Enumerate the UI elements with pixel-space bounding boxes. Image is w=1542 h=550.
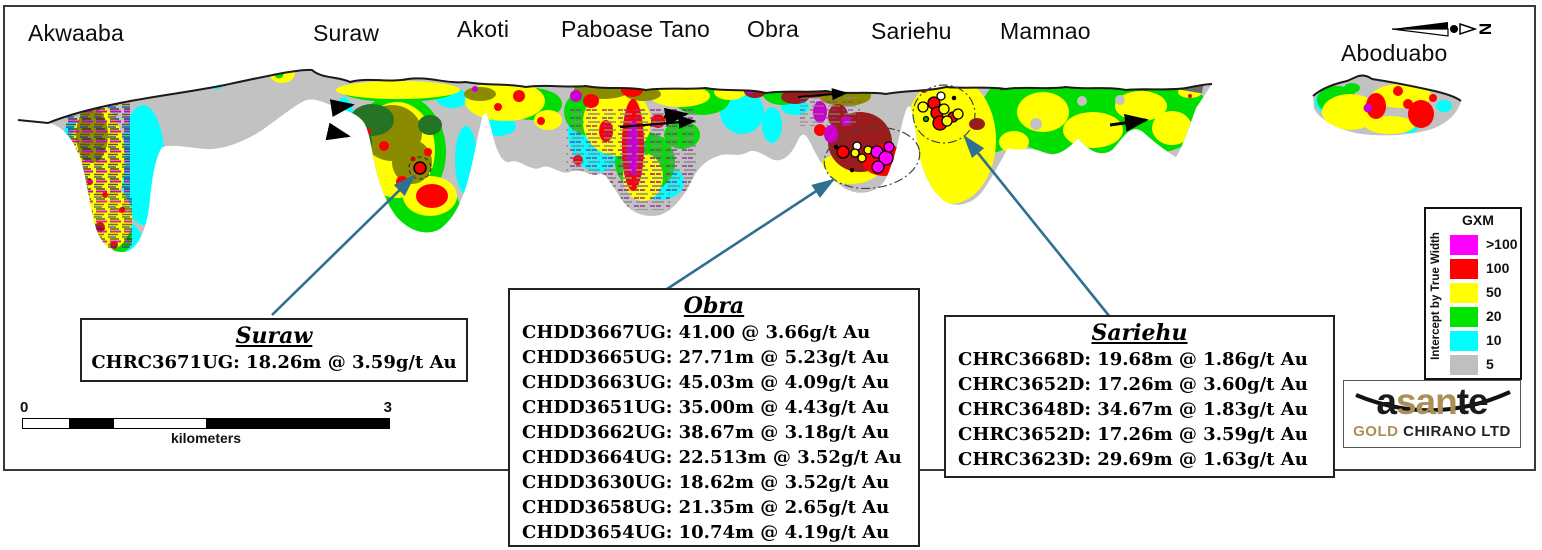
legend-row: >100 bbox=[1450, 235, 1520, 255]
obra-callout-title: Obra bbox=[683, 293, 745, 319]
legend-swatch-gray bbox=[1450, 355, 1478, 375]
logo-word-part: a bbox=[1376, 381, 1397, 422]
obra-intercept: CHDD3665UG: 27.71m @ 5.23g/t Au bbox=[522, 347, 890, 368]
legend-value: 20 bbox=[1486, 308, 1502, 324]
legend-swatch-green bbox=[1450, 307, 1478, 327]
label-suraw: Suraw bbox=[313, 20, 380, 46]
scale-start: 0 bbox=[20, 399, 29, 416]
legend-title: GXM bbox=[1462, 212, 1494, 228]
topography-line bbox=[17, 68, 1462, 125]
laterite-cap bbox=[914, 69, 1205, 94]
sariehu-intercept: CHRC3652D: 17.26m @ 3.60g/t Au bbox=[958, 374, 1308, 395]
scale-units: kilometers bbox=[170, 430, 242, 446]
drill-hatching bbox=[66, 96, 860, 248]
legend-axis-label: Intercept by True Width bbox=[1430, 232, 1442, 360]
legend-swatch-magenta bbox=[1450, 235, 1478, 255]
label-mamnao: Mamnao bbox=[1000, 18, 1091, 44]
logo-subtitle-black: CHIRANO LTD bbox=[1403, 423, 1511, 440]
scale-bar-graphic bbox=[22, 418, 390, 429]
logo-subtitle-gold: GOLD bbox=[1353, 423, 1399, 440]
sariehu-callout: Sariehu CHRC3668D: 19.68m @ 1.86g/t Au C… bbox=[944, 315, 1335, 478]
legend-value: 50 bbox=[1486, 284, 1502, 300]
sariehu-intercept: CHRC3648D: 34.67m @ 1.83g/t Au bbox=[958, 399, 1308, 420]
legend-value: >100 bbox=[1486, 236, 1518, 252]
obra-intercept: CHDD3654UG: 10.74m @ 4.19g/t Au bbox=[522, 522, 890, 543]
legend-swatch-cyan bbox=[1450, 331, 1478, 351]
north-arrow-icon: N bbox=[1391, 22, 1495, 37]
legend-value: 5 bbox=[1486, 356, 1494, 372]
legend-row: 20 bbox=[1450, 307, 1520, 327]
legend-swatch-yellow bbox=[1450, 283, 1478, 303]
legend-row: 5 bbox=[1450, 355, 1520, 375]
label-akoti: Akoti bbox=[457, 16, 510, 42]
obra-intercept: CHDD3664UG: 22.513m @ 3.52g/t Au bbox=[522, 447, 902, 468]
obra-intercept: CHDD3658UG: 21.35m @ 2.65g/t Au bbox=[522, 497, 890, 518]
label-aboduabo: Aboduabo bbox=[1341, 40, 1448, 66]
sariehu-intercept: CHRC3652D: 17.26m @ 3.59g/t Au bbox=[958, 424, 1308, 445]
legend-value: 10 bbox=[1486, 332, 1502, 348]
svg-text:N: N bbox=[1476, 23, 1495, 35]
suraw-callout-title: Suraw bbox=[235, 323, 313, 349]
sariehu-callout-title: Sariehu bbox=[1091, 320, 1188, 346]
sariehu-pierce-points bbox=[912, 84, 976, 144]
legend-value: 100 bbox=[1486, 260, 1510, 276]
logo-word-part: te bbox=[1456, 381, 1489, 422]
logo-subtitle: GOLD CHIRANO LTD bbox=[1344, 423, 1520, 440]
callout-arrows bbox=[271, 134, 1112, 318]
obra-intercept: CHDD3667UG: 41.00 @ 3.66g/t Au bbox=[522, 322, 871, 343]
obra-intercept: CHDD3663UG: 45.03m @ 4.09g/t Au bbox=[522, 372, 890, 393]
legend-swatch-red bbox=[1450, 259, 1478, 279]
label-paboase-tano: Paboase Tano bbox=[561, 16, 711, 42]
legend-row: 10 bbox=[1450, 331, 1520, 351]
logo-word-part: san bbox=[1395, 381, 1458, 422]
legend-row: 50 bbox=[1450, 283, 1520, 303]
sariehu-intercept: CHRC3668D: 19.68m @ 1.86g/t Au bbox=[958, 349, 1308, 370]
gxm-legend: GXM Intercept by True Width >100 100 50 … bbox=[1424, 207, 1522, 380]
label-obra: Obra bbox=[747, 16, 799, 42]
fault-arrows bbox=[325, 88, 1149, 141]
scale-bar: 0 3 kilometers bbox=[20, 399, 392, 447]
obra-callout: Obra CHDD3667UG: 41.00 @ 3.66g/t Au CHDD… bbox=[508, 288, 920, 547]
asante-gold-logo: asante GOLD CHIRANO LTD bbox=[1343, 380, 1521, 448]
suraw-callout: Suraw CHRC3671UG: 18.26m @ 3.59g/t Au bbox=[80, 318, 468, 382]
obra-intercept: CHDD3630UG: 18.62m @ 3.52g/t Au bbox=[522, 472, 890, 493]
obra-intercept: CHDD3651UG: 35.00m @ 4.43g/t Au bbox=[522, 397, 890, 418]
gray-spots bbox=[1030, 95, 1125, 130]
scale-end: 3 bbox=[383, 399, 392, 416]
sariehu-intercept: CHRC3623D: 29.69m @ 1.63g/t Au bbox=[958, 449, 1308, 470]
label-sariehu: Sariehu bbox=[871, 18, 952, 44]
obra-intercept: CHDD3662UG: 38.67m @ 3.18g/t Au bbox=[522, 422, 890, 443]
logo-wordmark: asante bbox=[1344, 383, 1520, 421]
suraw-pierce-point bbox=[408, 156, 432, 180]
legend-row: 100 bbox=[1450, 259, 1520, 279]
label-akwaaba: Akwaaba bbox=[28, 20, 125, 46]
logo-arc-icon bbox=[1355, 390, 1511, 413]
suraw-intercept: CHRC3671UG: 18.26m @ 3.59g/t Au bbox=[91, 352, 457, 373]
